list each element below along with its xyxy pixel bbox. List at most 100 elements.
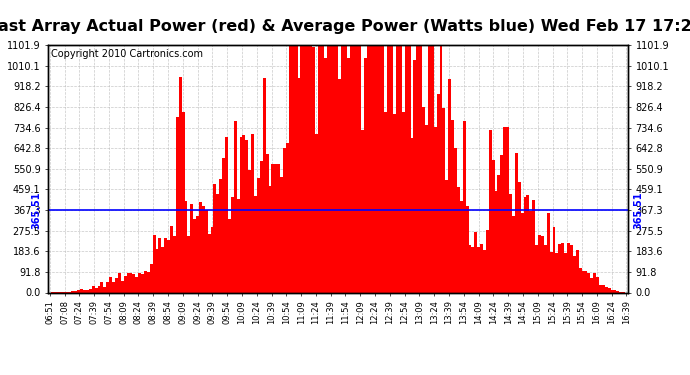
Bar xyxy=(219,179,222,292)
Bar xyxy=(382,45,384,292)
Bar xyxy=(72,291,75,292)
Bar xyxy=(271,164,275,292)
Bar xyxy=(541,237,544,292)
Bar xyxy=(159,237,161,292)
Bar xyxy=(202,206,205,292)
Bar xyxy=(526,195,529,292)
Bar xyxy=(167,240,170,292)
Bar xyxy=(582,270,584,292)
Bar xyxy=(384,112,387,292)
Bar xyxy=(97,286,101,292)
Bar xyxy=(228,219,231,292)
Bar xyxy=(170,226,173,292)
Bar xyxy=(208,234,210,292)
Bar xyxy=(199,202,202,292)
Bar xyxy=(515,153,518,292)
Bar xyxy=(324,58,326,292)
Bar xyxy=(584,271,587,292)
Bar xyxy=(413,60,416,292)
Text: East Array Actual Power (red) & Average Power (Watts blue) Wed Feb 17 17:20: East Array Actual Power (red) & Average … xyxy=(0,19,690,34)
Bar xyxy=(92,286,95,292)
Bar xyxy=(599,285,602,292)
Bar xyxy=(399,45,402,292)
Bar xyxy=(544,245,546,292)
Bar xyxy=(604,287,608,292)
Bar xyxy=(144,271,147,292)
Bar xyxy=(492,160,495,292)
Bar xyxy=(242,135,246,292)
Bar xyxy=(408,45,411,292)
Bar xyxy=(480,244,483,292)
Bar xyxy=(275,164,277,292)
Bar xyxy=(396,45,399,292)
Bar xyxy=(440,45,442,292)
Bar xyxy=(564,254,567,292)
Bar xyxy=(442,108,445,292)
Bar xyxy=(521,213,524,292)
Bar xyxy=(489,130,492,292)
Bar xyxy=(254,196,257,292)
Bar xyxy=(411,138,413,292)
Bar xyxy=(155,249,159,292)
Bar xyxy=(503,128,506,292)
Bar xyxy=(300,45,304,292)
Bar xyxy=(306,45,309,292)
Bar xyxy=(304,45,306,292)
Bar xyxy=(318,45,321,292)
Bar xyxy=(176,117,179,292)
Bar xyxy=(152,235,155,292)
Bar xyxy=(77,290,80,292)
Bar xyxy=(570,244,573,292)
Bar xyxy=(529,211,532,292)
Bar xyxy=(222,158,225,292)
Bar xyxy=(130,273,132,292)
Bar xyxy=(283,148,286,292)
Bar xyxy=(89,289,92,292)
Bar xyxy=(260,161,263,292)
Bar xyxy=(550,252,553,292)
Bar xyxy=(358,45,362,292)
Bar xyxy=(535,245,538,292)
Bar xyxy=(483,251,486,292)
Bar xyxy=(280,177,283,292)
Bar xyxy=(213,184,217,292)
Bar xyxy=(248,170,251,292)
Bar xyxy=(509,194,512,292)
Bar xyxy=(321,45,324,292)
Bar xyxy=(295,45,297,292)
Bar xyxy=(309,45,312,292)
Bar xyxy=(477,247,480,292)
Bar xyxy=(205,210,208,292)
Bar xyxy=(434,127,437,292)
Bar xyxy=(546,213,550,292)
Bar xyxy=(338,79,341,292)
Bar xyxy=(532,200,535,292)
Bar xyxy=(608,288,611,292)
Bar xyxy=(101,282,104,292)
Bar xyxy=(466,206,469,292)
Bar xyxy=(428,45,431,292)
Bar xyxy=(457,188,460,292)
Bar xyxy=(257,178,260,292)
Bar xyxy=(231,197,234,292)
Bar xyxy=(289,45,292,292)
Bar xyxy=(286,142,289,292)
Bar xyxy=(370,45,373,292)
Bar xyxy=(95,288,97,292)
Bar xyxy=(611,290,613,292)
Bar xyxy=(126,273,130,292)
Bar xyxy=(118,273,121,292)
Bar xyxy=(196,216,199,292)
Bar xyxy=(405,45,408,292)
Bar xyxy=(587,273,590,292)
Bar xyxy=(347,58,350,292)
Bar xyxy=(193,219,196,292)
Bar xyxy=(567,243,570,292)
Bar xyxy=(266,154,268,292)
Bar xyxy=(616,291,619,292)
Bar xyxy=(210,226,213,292)
Bar xyxy=(292,45,295,292)
Bar xyxy=(75,291,77,292)
Bar xyxy=(518,182,521,292)
Bar xyxy=(422,107,425,292)
